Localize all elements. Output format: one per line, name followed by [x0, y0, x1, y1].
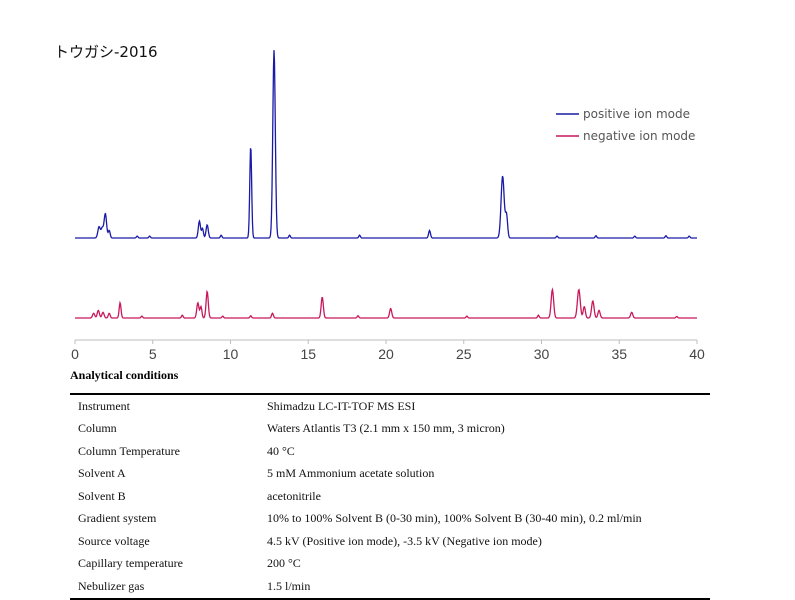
- table-row: Column Temperature 40 °C: [70, 440, 710, 463]
- x-tick-label: 40: [689, 346, 705, 362]
- x-axis: 0 5 10 15 20 25 30 35 40: [71, 340, 705, 362]
- condition-value: 40 °C: [267, 443, 295, 458]
- condition-value: Shimadzu LC-IT-TOF MS ESI: [267, 398, 416, 413]
- legend-label: negative ion mode: [583, 129, 695, 143]
- condition-value: 200 °C: [267, 556, 301, 571]
- condition-label: Gradient system: [78, 511, 157, 526]
- condition-value: 10% to 100% Solvent B (0-30 min), 100% S…: [267, 511, 642, 526]
- x-tick-label: 10: [223, 346, 239, 362]
- table-row: Solvent B acetonitrile: [70, 485, 710, 508]
- condition-value: 1.5 l/min: [267, 578, 311, 593]
- x-tick-label: 15: [300, 346, 316, 362]
- chart-title: トウガシ-2016: [54, 43, 158, 61]
- condition-value: Waters Atlantis T3 (2.1 mm x 150 mm, 3 m…: [267, 421, 505, 436]
- condition-label: Nebulizer gas: [78, 578, 145, 593]
- x-tick-label: 35: [611, 346, 627, 362]
- condition-label: Capillary temperature: [78, 556, 183, 571]
- table-row: Column Waters Atlantis T3 (2.1 mm x 150 m…: [70, 418, 710, 441]
- condition-value: 4.5 kV (Positive ion mode), -3.5 kV (Neg…: [267, 533, 542, 548]
- table-row: Capillary temperature 200 °C: [70, 553, 710, 576]
- chromatogram-chart: 0 5 10 15 20 25 30 35 40 positive ion mode negati…: [71, 50, 705, 362]
- table-row: Instrument Shimadzu LC-IT-TOF MS ESI: [70, 394, 710, 418]
- legend: positive ion mode negative ion mode: [556, 107, 695, 143]
- x-tick-label: 30: [534, 346, 550, 362]
- series-line-negative: [75, 287, 697, 319]
- condition-value: acetonitrile: [267, 488, 321, 503]
- trace-group: [75, 50, 697, 319]
- conditions-heading: Analytical conditions: [70, 368, 179, 382]
- x-tick-label: 25: [456, 346, 472, 362]
- conditions-table: Instrument Shimadzu LC-IT-TOF MS ESI Colum…: [70, 393, 710, 600]
- condition-label: Solvent B: [78, 488, 126, 503]
- condition-label: Source voltage: [78, 533, 150, 548]
- legend-label: positive ion mode: [583, 107, 690, 121]
- x-tick-label: 20: [378, 346, 394, 362]
- series-line-positive: [75, 50, 697, 239]
- table-row: Gradient system 10% to 100% Solvent B (0-…: [70, 508, 710, 531]
- table-row: Solvent A 5 mM Ammonium acetate solution: [70, 463, 710, 486]
- condition-value: 5 mM Ammonium acetate solution: [267, 466, 435, 481]
- condition-label: Column Temperature: [78, 443, 180, 458]
- condition-label: Solvent A: [78, 466, 126, 481]
- x-tick-label: 0: [71, 346, 79, 362]
- table-row: Source voltage 4.5 kV (Positive ion mode)…: [70, 530, 710, 553]
- table-row: Nebulizer gas 1.5 l/min: [70, 575, 710, 599]
- x-tick-label: 5: [149, 346, 157, 362]
- condition-label: Instrument: [78, 398, 130, 413]
- condition-label: Column: [78, 421, 117, 436]
